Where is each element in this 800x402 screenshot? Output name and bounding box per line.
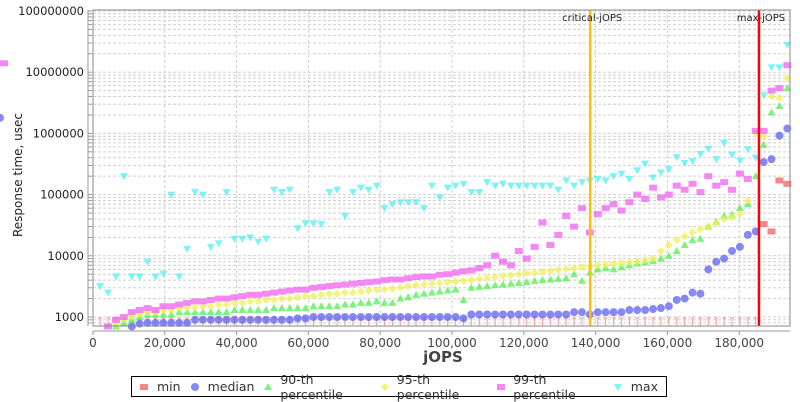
x-axis-label: jOPS xyxy=(422,348,463,366)
legend-item: max xyxy=(612,379,658,394)
legend-label: max xyxy=(630,379,658,394)
legend-label: 90-th percentile xyxy=(280,371,343,402)
y-tick-label: 100000 xyxy=(40,188,84,202)
legend-label: 95-th percentile xyxy=(396,371,460,402)
x-tick-label: 0 xyxy=(89,336,97,350)
legend-label: 99-th percentile xyxy=(513,371,576,402)
legend-item: 90-th percentile xyxy=(262,372,370,402)
plot-area-border xyxy=(92,9,791,327)
y-tick-label: 100000000 xyxy=(18,4,84,18)
legend: min median 90-th percentile 95-th percentil… xyxy=(131,372,667,402)
data-points xyxy=(0,41,792,331)
x-tick-label: 60,000 xyxy=(287,336,329,350)
x-tick-label: 180,000 xyxy=(714,336,764,350)
annotation-label: max-jOPS xyxy=(737,13,785,24)
legend-label: min xyxy=(157,379,181,394)
x-tick-label: 20,000 xyxy=(144,336,186,350)
response-time-chart: critical-jOPS max-jOPS 0 20,000 40,000 60,00… xyxy=(0,4,792,366)
legend-item: 95-th percentile xyxy=(379,372,487,402)
annotation-lines: critical-jOPS max-jOPS xyxy=(562,10,785,326)
x-tick-label: 160,000 xyxy=(643,336,693,350)
triangle-up-icon xyxy=(264,382,273,390)
x-tick-label: 140,000 xyxy=(571,336,621,350)
y-axis-label: Response time, usec xyxy=(11,113,25,237)
axes: 0 20,000 40,000 60,000 80,000 100,000 120,000 1… xyxy=(18,4,790,350)
grid-lines xyxy=(93,10,790,326)
x-tick-label: 100,000 xyxy=(427,336,477,350)
series-99-th-percentile xyxy=(0,60,792,330)
diamond-icon xyxy=(380,382,389,391)
legend-item: median xyxy=(189,379,255,394)
x-tick-label: 80,000 xyxy=(359,336,401,350)
square-icon xyxy=(140,383,148,390)
square-icon xyxy=(497,383,506,390)
legend-item: min xyxy=(138,379,181,394)
triangle-down-icon xyxy=(613,383,622,391)
y-tick-label: 10000000 xyxy=(25,65,84,79)
series-median xyxy=(0,113,792,331)
y-tick-label: 10000 xyxy=(47,249,84,263)
x-tick-label: 40,000 xyxy=(216,336,258,350)
circle-icon xyxy=(190,382,199,391)
legend-item: 99-th percentile xyxy=(495,372,603,402)
series-min xyxy=(759,177,792,235)
legend-label: median xyxy=(207,379,255,394)
annotation-label: critical-jOPS xyxy=(562,13,622,24)
y-tick-label: 1000000 xyxy=(33,126,84,140)
y-tick-label: 1000 xyxy=(55,310,84,324)
series-max xyxy=(96,41,792,297)
series-95-th-percentile xyxy=(111,74,792,329)
series-90-th-percentile xyxy=(111,84,792,330)
x-tick-label: 120,000 xyxy=(499,336,549,350)
